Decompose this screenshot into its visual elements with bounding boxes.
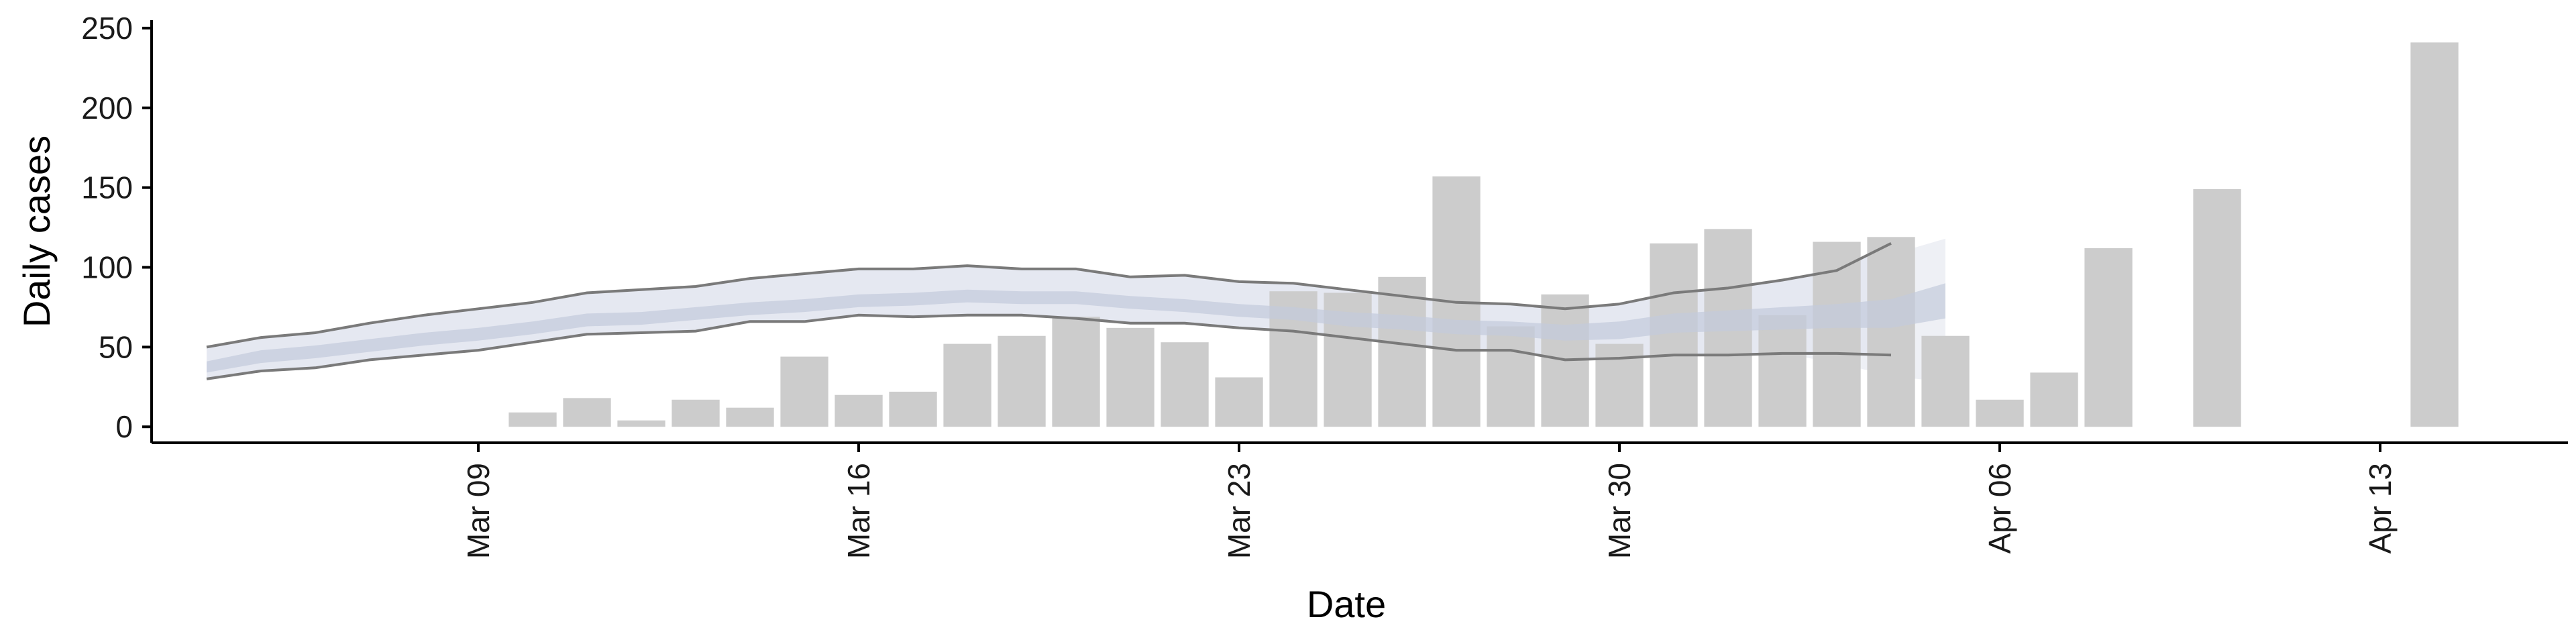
bar-2020-04-14 <box>2410 42 2459 427</box>
bar-2020-04-04 <box>1867 237 1915 427</box>
bar-2020-03-13 <box>672 399 720 427</box>
x-axis-title: Date <box>1307 583 1386 625</box>
bar-2020-04-07 <box>2030 372 2078 427</box>
bar-2020-03-15 <box>780 356 828 427</box>
bar-2020-03-18 <box>943 343 991 427</box>
y-tick-label: 50 <box>99 329 133 364</box>
y-tick-label: 250 <box>81 11 133 46</box>
y-tick-label: 150 <box>81 170 133 205</box>
x-tick-label: Mar 16 <box>841 463 876 559</box>
y-tick-label: 200 <box>81 91 133 125</box>
x-tick-label: Apr 06 <box>1982 463 2017 554</box>
bar-2020-03-26 <box>1378 276 1426 427</box>
bar-2020-03-17 <box>889 391 937 427</box>
estimate-interval-lines <box>206 242 1892 380</box>
estimate-inner-band <box>207 283 1945 373</box>
bar-2020-03-14 <box>726 407 774 427</box>
bar-2020-03-20 <box>1052 317 1100 427</box>
bar-2020-04-10 <box>2193 189 2241 427</box>
x-tick-label: Mar 30 <box>1602 463 1637 559</box>
x-tick-label: Mar 23 <box>1222 463 1256 559</box>
bar-2020-04-06 <box>1976 399 2024 427</box>
bar-2020-03-31 <box>1650 243 1698 427</box>
bar-2020-03-10 <box>508 412 557 427</box>
inner-credible-band <box>207 283 1945 373</box>
y-tick-label: 0 <box>115 409 133 444</box>
bar-2020-03-19 <box>998 335 1046 427</box>
y-axis-title: Daily cases <box>15 136 58 327</box>
bar-2020-03-21 <box>1106 327 1155 427</box>
bar-2020-03-16 <box>835 394 883 427</box>
bar-2020-04-08 <box>2084 248 2133 427</box>
lower-interval-line <box>206 313 1892 380</box>
y-tick-label: 100 <box>81 250 133 284</box>
bar-2020-03-11 <box>563 398 611 427</box>
bar-2020-03-23 <box>1215 377 1263 427</box>
bar-2020-04-02 <box>1758 315 1807 427</box>
bar-2020-03-12 <box>617 420 665 427</box>
bar-2020-03-22 <box>1161 342 1209 427</box>
bar-2020-04-05 <box>1921 335 1970 427</box>
bars <box>508 42 2459 427</box>
axes: 0 50 100 150 200 250 Mar 09 Mar 16 Mar 23 Mar 30 A… <box>81 11 2568 559</box>
x-tick-label: Mar 09 <box>461 463 496 559</box>
x-tick-label: Apr 13 <box>2363 463 2398 554</box>
bar-2020-03-28 <box>1487 326 1535 427</box>
upper-interval-line <box>206 242 1892 349</box>
